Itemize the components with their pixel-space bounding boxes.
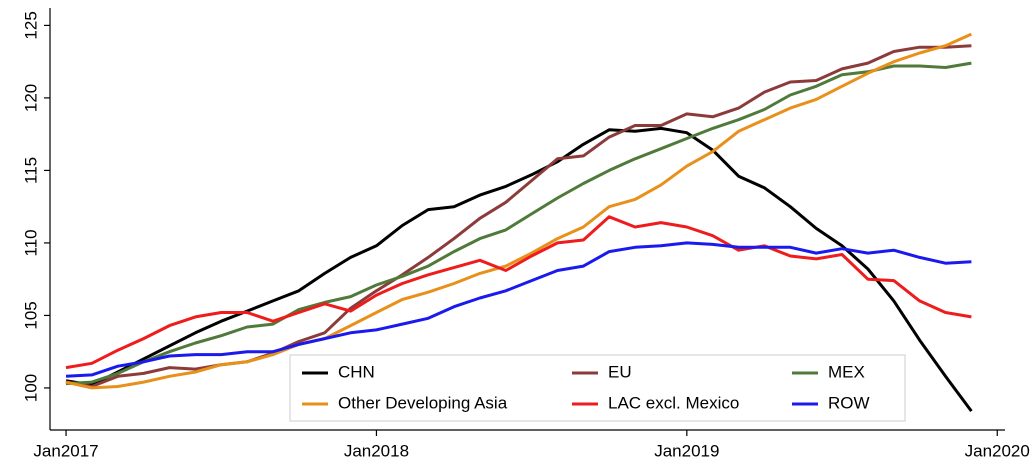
- series-line: [65, 44, 972, 388]
- y-tick-label: 105: [21, 301, 40, 329]
- y-tick-label: 100: [21, 374, 40, 402]
- legend-label: MEX: [828, 362, 865, 381]
- y-tick-label: 125: [21, 11, 40, 39]
- x-tick-label: Jan2020: [965, 441, 1030, 460]
- legend-label: Other Developing Asia: [338, 393, 508, 412]
- y-tick-label: 115: [21, 157, 40, 184]
- y-tick-label: 110: [21, 229, 40, 256]
- legend-label: ROW: [828, 393, 870, 412]
- series-line: [65, 241, 972, 378]
- x-tick-label: Jan2019: [654, 441, 719, 460]
- series-line: [65, 215, 972, 370]
- series-line: [65, 32, 973, 390]
- legend: CHN EU MEX Other Developing Asia LAC excl. M…: [289, 354, 906, 422]
- x-tick-label: Jan2017: [33, 441, 98, 460]
- x-tick-label: Jan2018: [344, 441, 409, 460]
- legend-label: CHN: [338, 362, 375, 381]
- legend-label: EU: [608, 362, 632, 381]
- y-tick-label: 120: [21, 84, 40, 112]
- series-line: [65, 126, 973, 412]
- legend-label: LAC excl. Mexico: [608, 393, 739, 412]
- series-line: [65, 61, 972, 386]
- legend-box: [289, 354, 906, 422]
